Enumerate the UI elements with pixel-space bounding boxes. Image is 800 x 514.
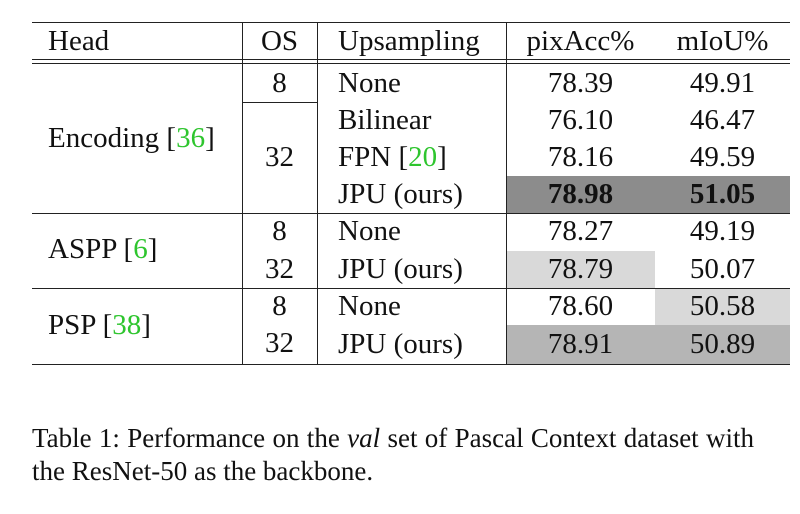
pixacc-cell: 78.16 — [547, 141, 614, 173]
miou-cell: 50.89 — [689, 328, 756, 360]
caption-label: Table 1: — [32, 423, 120, 453]
os-value: 32 — [265, 327, 294, 359]
os-value: 32 — [265, 253, 294, 285]
group-head-aspp: ASPP [6] — [48, 233, 158, 265]
encoding-os-rule — [242, 102, 317, 103]
group-rule-2 — [32, 288, 790, 289]
header-head: Head — [48, 25, 110, 57]
upsampling-cell: None — [338, 215, 401, 247]
caption-text: Performance on the — [127, 423, 340, 453]
os-value: 8 — [272, 215, 287, 247]
upsampling-cell: Bilinear — [338, 104, 432, 136]
pixacc-cell: 78.91 — [547, 328, 614, 360]
group-name: ASPP — [48, 233, 117, 265]
psp-miou-shade — [655, 288, 790, 325]
os-value: 8 — [272, 67, 287, 99]
miou-cell: 50.58 — [689, 290, 756, 322]
upsampling-cell: FPN [20] — [338, 141, 447, 173]
results-table: Head OS Upsampling pixAcc% mIoU% Encodin… — [32, 22, 790, 367]
miou-cell: 46.47 — [689, 104, 756, 136]
upsampling-label: FPN — [338, 141, 392, 173]
miou-cell-best: 51.05 — [689, 178, 756, 210]
upsampling-cell: None — [338, 290, 401, 322]
aspp-pixacc-shade — [506, 251, 655, 288]
os-upsampling-divider — [317, 22, 318, 365]
header-upsampling: Upsampling — [338, 25, 480, 57]
header-pixacc: pixAcc% — [526, 25, 635, 57]
psp-jpu-shade — [506, 325, 790, 364]
miou-cell: 49.59 — [689, 141, 756, 173]
caption-italic: val — [347, 423, 381, 453]
citation-link[interactable]: 20 — [408, 141, 438, 173]
header-rule-2 — [32, 63, 790, 64]
upsampling-cell: None — [338, 67, 401, 99]
pixacc-cell: 78.27 — [547, 215, 614, 247]
group-rule-1 — [32, 213, 790, 214]
best-pixacc-shade — [506, 176, 790, 213]
miou-cell: 49.91 — [689, 67, 756, 99]
pixacc-cell: 76.10 — [547, 104, 614, 136]
upsampling-cell: JPU (ours) — [338, 253, 463, 285]
miou-cell: 50.07 — [689, 253, 756, 285]
group-name: PSP — [48, 309, 96, 341]
citation-link[interactable]: 6 — [133, 233, 148, 265]
header-os: OS — [260, 25, 299, 57]
upsampling-metric-divider — [506, 22, 507, 365]
caption-text-rest: set of Pascal Context dataset with the R… — [32, 423, 755, 486]
upsampling-cell: JPU (ours) — [338, 328, 463, 360]
pixacc-cell-best: 78.98 — [547, 178, 614, 210]
top-rule — [32, 22, 790, 23]
bottom-rule — [32, 364, 790, 365]
header-miou: mIoU% — [676, 25, 769, 57]
group-name: Encoding — [48, 122, 160, 154]
head-os-divider — [242, 22, 243, 365]
citation-link[interactable]: 38 — [112, 309, 142, 341]
group-head-psp: PSP [38] — [48, 309, 151, 341]
table-caption: Table 1: Performance on the val set of P… — [32, 422, 754, 488]
miou-cell: 49.19 — [689, 215, 756, 247]
pixacc-cell: 78.39 — [547, 67, 614, 99]
os-value: 32 — [265, 141, 294, 173]
citation-link[interactable]: 36 — [176, 122, 206, 154]
header-rule — [32, 59, 790, 60]
pixacc-cell: 78.60 — [547, 290, 614, 322]
group-head-encoding: Encoding [36] — [48, 122, 215, 154]
pixacc-cell: 78.79 — [547, 253, 614, 285]
os-value: 8 — [272, 290, 287, 322]
upsampling-cell: JPU (ours) — [338, 178, 463, 210]
